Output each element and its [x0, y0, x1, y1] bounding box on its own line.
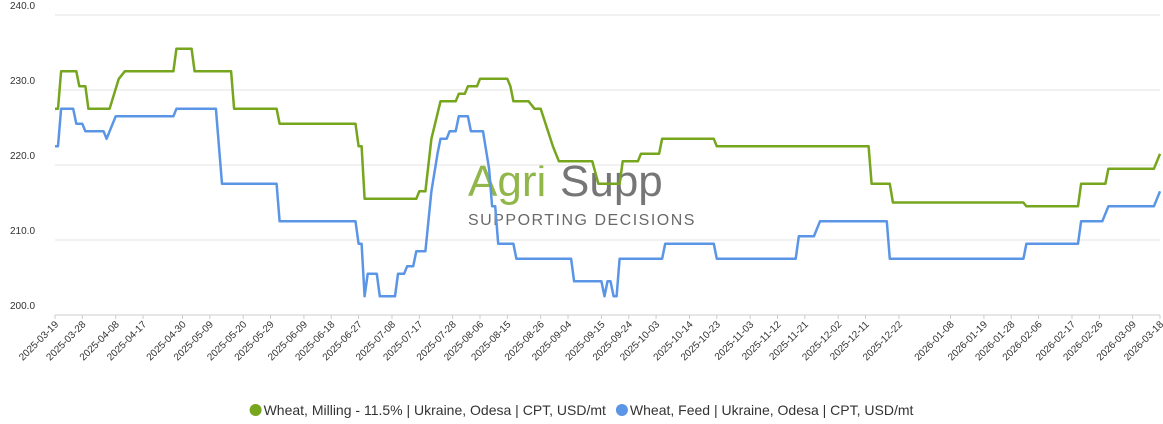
y-tick-label: 240.0	[10, 1, 35, 12]
y-tick-label: 200.0	[10, 301, 35, 312]
watermark-brand-b: Supp	[560, 157, 663, 206]
series-line	[55, 107, 1162, 298]
y-tick-label: 230.0	[10, 76, 35, 87]
y-tick-label: 220.0	[10, 151, 35, 162]
legend-marker	[249, 404, 262, 416]
y-tick-label: 210.0	[10, 226, 35, 237]
legend-label: Wheat, Milling - 11.5% | Ukraine, Odesa …	[264, 402, 606, 418]
legend-label: Wheat, Feed | Ukraine, Odesa | CPT, USD/…	[630, 402, 914, 418]
watermark-tagline: SUPPORTING DECISIONS	[468, 212, 696, 229]
series-line	[55, 47, 1162, 208]
legend: Wheat, Milling - 11.5% | Ukraine, Odesa …	[249, 402, 914, 418]
legend-marker	[615, 404, 628, 416]
watermark-brand-a: Agri	[468, 157, 546, 206]
watermark: Agri Supp SUPPORTING DECISIONS	[468, 157, 696, 229]
